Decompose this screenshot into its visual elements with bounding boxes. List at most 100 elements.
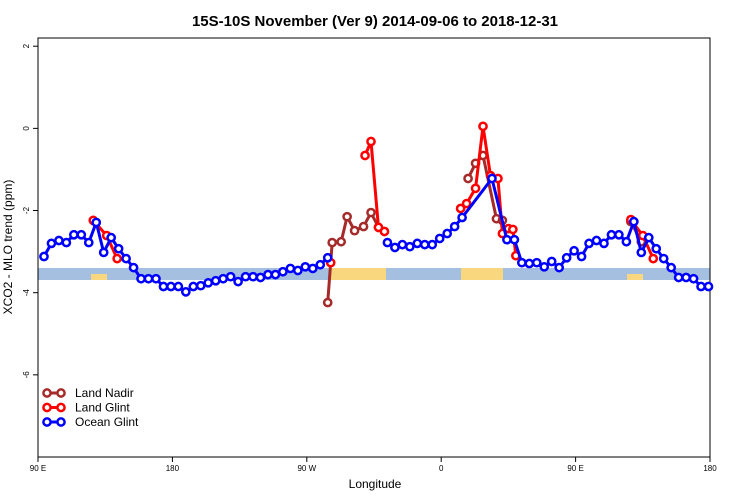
point	[591, 235, 602, 246]
point	[614, 229, 624, 240]
point	[681, 272, 691, 283]
x-tick-label: 0	[439, 464, 444, 473]
point	[366, 136, 376, 147]
point	[358, 221, 369, 232]
land-band	[329, 268, 386, 280]
point	[442, 228, 453, 239]
point	[166, 281, 176, 292]
point	[531, 257, 542, 268]
point	[300, 261, 311, 272]
point	[210, 275, 221, 286]
legend-marker	[56, 388, 66, 398]
point	[382, 237, 393, 248]
point	[46, 238, 57, 249]
point	[455, 203, 466, 214]
point	[278, 266, 288, 277]
point	[390, 242, 400, 253]
land-band	[461, 268, 503, 280]
x-tick-label: 180	[703, 464, 717, 473]
point	[584, 238, 594, 249]
point	[188, 281, 199, 292]
point	[404, 241, 415, 252]
point	[502, 234, 512, 245]
point	[113, 243, 124, 254]
point	[54, 235, 64, 246]
point	[315, 259, 326, 270]
point	[628, 216, 639, 227]
legend-label: Land Nadir	[75, 386, 134, 400]
x-tick-label: 90 E	[30, 464, 46, 473]
point	[397, 239, 408, 250]
point	[327, 237, 338, 248]
point	[151, 273, 161, 284]
legend-label: Land Glint	[75, 401, 130, 415]
point	[651, 243, 662, 254]
point	[427, 239, 438, 250]
point	[379, 226, 390, 237]
point	[173, 281, 184, 292]
point	[195, 280, 206, 291]
point	[606, 229, 617, 240]
point	[461, 198, 472, 209]
point	[292, 265, 303, 276]
point	[233, 276, 243, 287]
point	[703, 281, 714, 292]
point	[83, 237, 94, 248]
point	[463, 173, 473, 184]
point	[636, 247, 647, 258]
land-band	[91, 274, 107, 280]
point	[487, 173, 497, 184]
point	[696, 281, 706, 292]
point	[39, 251, 49, 262]
y-axis-label: XCO2 - MLO trend (ppm)	[1, 180, 15, 315]
y-tick-label: -6	[22, 371, 31, 379]
point	[342, 211, 352, 222]
y-tick-label: -4	[22, 289, 31, 297]
point	[91, 217, 102, 228]
x-tick-label: 180	[166, 464, 180, 473]
point	[61, 237, 72, 248]
point	[546, 256, 557, 267]
point	[158, 281, 169, 292]
point	[360, 150, 370, 161]
point	[218, 273, 229, 284]
legend-marker	[56, 402, 66, 413]
x-axis-label: Longitude	[349, 477, 402, 491]
point	[106, 232, 117, 243]
y-tick-label: 2	[22, 43, 31, 48]
point	[569, 245, 579, 256]
point	[349, 225, 360, 236]
point	[336, 236, 346, 247]
point	[322, 252, 333, 263]
point	[576, 251, 587, 262]
point	[648, 253, 659, 264]
point	[561, 252, 572, 263]
point	[76, 229, 87, 240]
legend-label: Ocean Glint	[75, 415, 139, 429]
point	[225, 271, 236, 282]
point	[449, 221, 460, 232]
legend-marker	[42, 388, 52, 398]
point	[98, 247, 109, 258]
point	[516, 257, 527, 268]
y-tick-label: -2	[22, 206, 31, 214]
point	[143, 273, 154, 284]
point	[248, 271, 258, 282]
land-band	[627, 274, 643, 280]
point	[240, 271, 251, 282]
point	[621, 236, 632, 247]
point	[658, 253, 669, 264]
point	[554, 262, 565, 273]
point	[539, 261, 550, 272]
point	[412, 238, 423, 249]
point	[121, 253, 131, 264]
point	[203, 277, 214, 288]
point	[419, 239, 430, 250]
x-tick-label: 90 E	[567, 464, 583, 473]
point	[68, 229, 79, 240]
point	[366, 207, 376, 218]
legend-marker	[56, 417, 66, 427]
